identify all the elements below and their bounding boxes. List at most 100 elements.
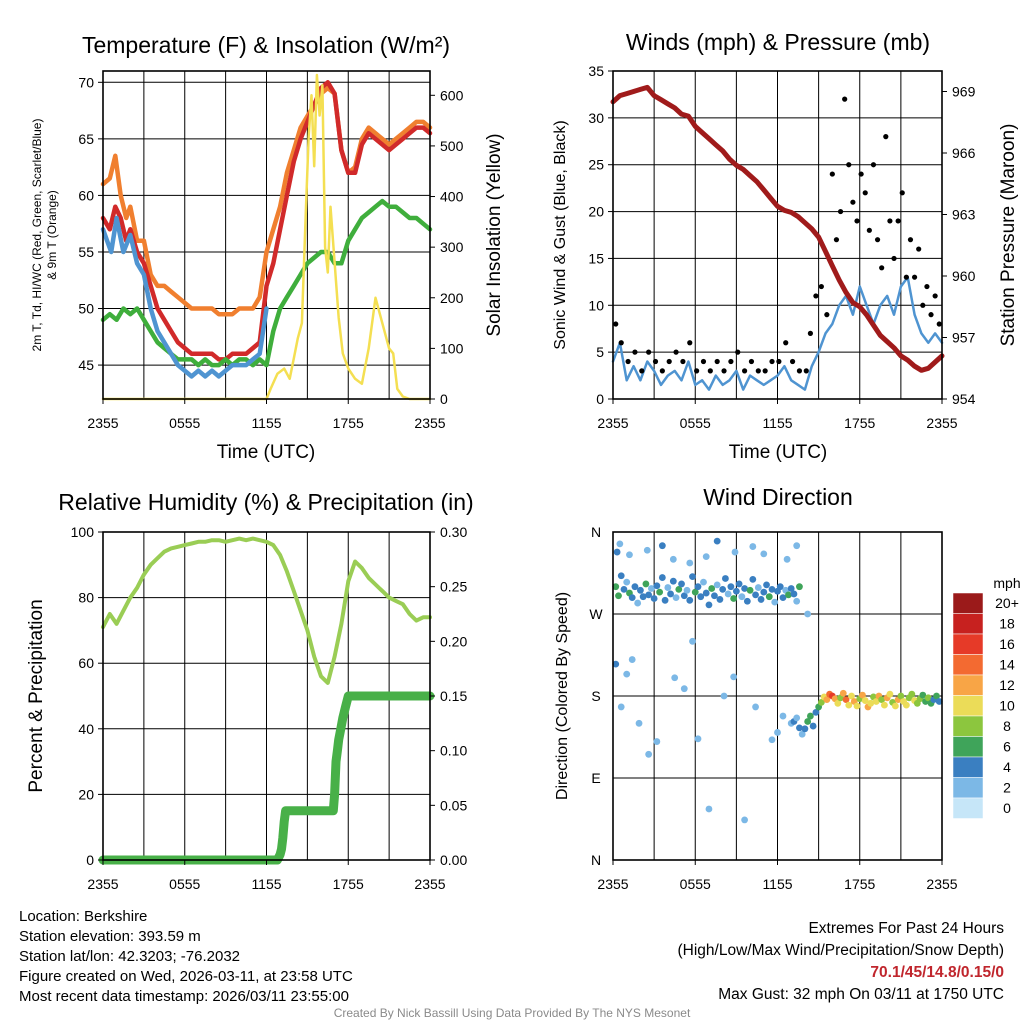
wind-direction-point bbox=[785, 591, 792, 599]
y-tick-label: W bbox=[589, 606, 603, 622]
gust-point bbox=[899, 190, 905, 196]
gust-point bbox=[673, 349, 679, 355]
gust-point bbox=[824, 312, 830, 318]
extremes-title: Extremes For Past 24 Hours bbox=[808, 920, 1004, 937]
series-station-pressure bbox=[610, 84, 945, 373]
wind-direction-point bbox=[861, 697, 869, 704]
x-tick-label: 2355 bbox=[597, 415, 628, 431]
x-tick-label: 1155 bbox=[251, 415, 281, 431]
y-tick-label: N bbox=[591, 524, 601, 540]
gust-point bbox=[803, 368, 809, 374]
legend-swatch bbox=[952, 777, 984, 799]
wind-direction-ylabel: Direction (Colored By Speed) bbox=[554, 592, 571, 800]
wind-direction-point bbox=[664, 584, 672, 591]
y-tick-label: 20 bbox=[588, 204, 604, 220]
y2-tick-label: 300 bbox=[440, 239, 464, 255]
wind-direction-point bbox=[779, 712, 787, 720]
gust-point bbox=[707, 368, 713, 374]
gust-point bbox=[916, 246, 922, 252]
gust-point bbox=[632, 349, 638, 355]
x-tick-label: 2355 bbox=[87, 876, 118, 892]
wind-direction-point bbox=[801, 725, 809, 733]
winds-pressure-panel: Winds (mph) & Pressure (mb) 2355 0555 1155… bbox=[552, 29, 1019, 463]
y2-tick-label: 500 bbox=[440, 138, 464, 154]
y2-tick-label: 0.30 bbox=[440, 524, 467, 540]
wind-direction-point bbox=[716, 596, 724, 603]
wind-direction-point bbox=[634, 599, 642, 607]
y-tick-label: 10 bbox=[588, 297, 604, 313]
y-tick-label: 35 bbox=[588, 63, 604, 79]
wind-direction-point bbox=[680, 592, 688, 600]
wind-direction-point bbox=[705, 601, 713, 609]
gust-point bbox=[911, 274, 918, 280]
x-tick-label: 1155 bbox=[762, 415, 792, 431]
wind-direction-point bbox=[872, 698, 880, 705]
gust-point bbox=[789, 358, 796, 365]
gust-point bbox=[728, 358, 734, 365]
y2-tick-label: 600 bbox=[440, 87, 464, 103]
legend-swatch bbox=[952, 674, 984, 696]
temperature-panel: Temperature (F) & Insolation (W/m²) 2355… bbox=[30, 32, 505, 463]
wind-direction-point bbox=[697, 593, 705, 601]
wind-direction-point bbox=[839, 689, 847, 697]
wind-direction-point bbox=[848, 692, 855, 700]
wind-direction-point bbox=[642, 580, 650, 588]
wind-direction-point bbox=[834, 699, 842, 707]
y2-tick-label: 963 bbox=[952, 207, 976, 223]
wind-direction-point bbox=[672, 594, 680, 601]
wind-direction-point bbox=[804, 610, 812, 618]
y2-tick-label: 954 bbox=[952, 391, 976, 407]
y-tick-label: E bbox=[591, 770, 600, 786]
legend-label: 8 bbox=[1003, 718, 1011, 734]
y2-tick-label: 960 bbox=[952, 268, 976, 284]
series-9m-t bbox=[100, 85, 433, 317]
y2-tick-label: 400 bbox=[440, 189, 464, 205]
gust-point bbox=[796, 368, 803, 374]
x-tick-label: 2355 bbox=[597, 876, 628, 892]
legend-swatch bbox=[952, 756, 984, 778]
wind-direction-point bbox=[683, 586, 691, 594]
wind-direction-point bbox=[776, 583, 784, 591]
station-location: Location: Berkshire bbox=[19, 908, 148, 925]
x-tick-label: 1155 bbox=[762, 876, 792, 892]
wind-direction-point bbox=[669, 577, 677, 585]
gust-point bbox=[735, 349, 741, 355]
gust-point bbox=[807, 330, 814, 336]
wind-direction-point bbox=[741, 585, 748, 592]
wind-direction-point bbox=[783, 555, 791, 563]
station-elevation: Station elevation: 393.59 m bbox=[19, 928, 201, 945]
legend-swatch bbox=[952, 633, 984, 655]
wind-direction-point bbox=[713, 537, 721, 545]
y2-tick-label: 0.00 bbox=[440, 852, 467, 868]
y-tick-label: 60 bbox=[78, 187, 94, 203]
gust-point bbox=[818, 283, 824, 290]
y-tick-label: 100 bbox=[71, 524, 95, 540]
wind-direction-point bbox=[738, 593, 746, 601]
humidity-title: Relative Humidity (%) & Precipitation (i… bbox=[58, 489, 473, 515]
wind-direction-point bbox=[613, 548, 621, 556]
y-tick-label: 65 bbox=[78, 131, 94, 147]
gust-point bbox=[762, 368, 768, 374]
wind-direction-point bbox=[732, 587, 740, 595]
wind-direction-point bbox=[779, 594, 787, 601]
wind-direction-point bbox=[867, 699, 875, 707]
wind-direction-point bbox=[617, 703, 625, 711]
legend-label: 14 bbox=[999, 657, 1015, 673]
wind-direction-point bbox=[623, 578, 631, 586]
max-gust: Max Gust: 32 mph On 03/11 at 1750 UTC bbox=[718, 986, 1004, 1003]
series-solar-insolation bbox=[101, 73, 432, 401]
y-tick-label: 5 bbox=[596, 344, 604, 360]
wind-direction-point bbox=[771, 598, 779, 606]
wind-direction-point bbox=[727, 583, 735, 591]
legend-swatch bbox=[952, 592, 984, 614]
wind-direction-point bbox=[680, 685, 688, 693]
wind-direction-point bbox=[768, 736, 776, 744]
wind-direction-point bbox=[730, 595, 738, 602]
x-tick-label: 2355 bbox=[414, 876, 445, 892]
gust-point bbox=[887, 218, 893, 224]
y-tick-label: 15 bbox=[588, 250, 604, 266]
gust-point bbox=[858, 171, 864, 177]
wind-direction-point bbox=[809, 722, 817, 730]
wind-direction-point bbox=[639, 593, 647, 601]
temperature-xlabel: Time (UTC) bbox=[217, 442, 316, 463]
